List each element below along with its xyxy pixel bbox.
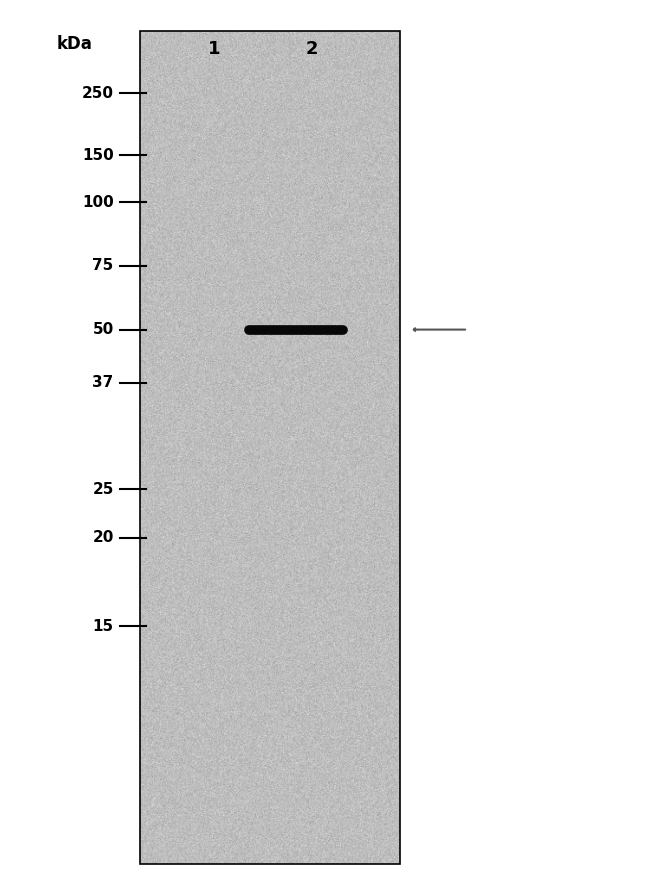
Text: 75: 75: [92, 259, 114, 273]
Text: 250: 250: [82, 86, 114, 100]
Text: 1: 1: [208, 40, 221, 58]
Text: 150: 150: [82, 148, 114, 162]
Text: 2: 2: [306, 40, 318, 58]
Text: 15: 15: [92, 619, 114, 633]
Text: kDa: kDa: [57, 35, 93, 53]
Text: 25: 25: [92, 482, 114, 496]
Text: 100: 100: [82, 195, 114, 209]
Text: 37: 37: [92, 376, 114, 390]
Text: 50: 50: [92, 323, 114, 337]
Bar: [140, 31, 400, 864]
Text: 20: 20: [92, 531, 114, 545]
